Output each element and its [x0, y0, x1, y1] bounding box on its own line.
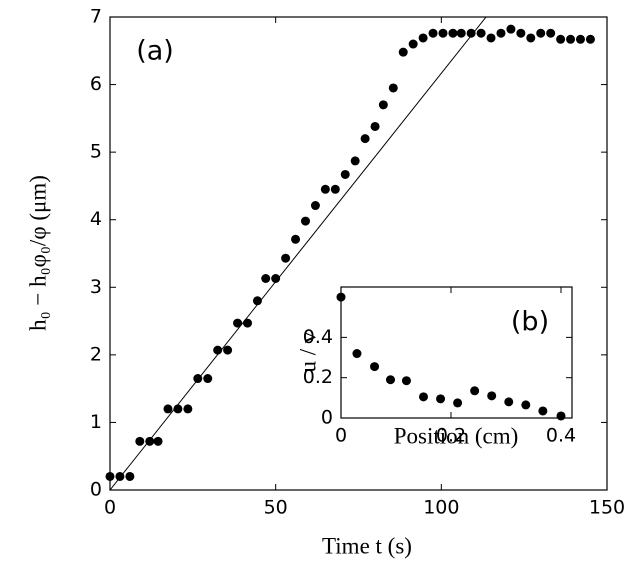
x-tick-label: 100 — [423, 497, 459, 519]
data-point — [378, 100, 388, 110]
data-point — [496, 28, 506, 38]
data-point — [291, 234, 301, 244]
y-tick-label: 0.4 — [303, 326, 333, 348]
data-point — [352, 349, 362, 359]
y-tick-label: 5 — [90, 141, 102, 163]
axes-frame — [340, 286, 573, 419]
data-point — [470, 386, 480, 396]
data-point — [243, 318, 253, 328]
data-point — [556, 411, 566, 421]
data-point — [386, 375, 395, 385]
data-point — [516, 28, 526, 38]
data-point — [350, 156, 360, 166]
plot-area — [110, 17, 607, 490]
x-axis-label: Position (cm) — [394, 423, 519, 448]
data-point — [281, 253, 291, 263]
data-point — [360, 134, 370, 144]
data-point — [526, 33, 536, 43]
data-point — [203, 374, 213, 384]
data-point — [506, 24, 516, 34]
fit-line — [110, 17, 487, 490]
data-point — [401, 376, 411, 386]
data-point — [370, 121, 380, 131]
data-point — [456, 28, 466, 38]
data-point — [566, 34, 576, 44]
data-point — [330, 184, 340, 194]
x-tick-label: 0 — [104, 497, 116, 519]
data-point — [340, 169, 350, 179]
data-point — [388, 83, 398, 93]
data-point — [436, 394, 446, 404]
data-point — [183, 404, 193, 414]
data-point — [408, 39, 418, 49]
y-tick-label: 7 — [90, 6, 102, 28]
data-point — [521, 400, 531, 410]
x-tick-label: 0 — [335, 425, 347, 447]
data-point — [261, 274, 271, 284]
data-point — [476, 28, 486, 38]
data-point — [310, 201, 320, 211]
data-point — [538, 406, 548, 416]
y-tick-label: 2 — [90, 343, 102, 365]
y-tick-label: 0.2 — [303, 366, 333, 388]
data-point — [125, 471, 135, 481]
x-axis-label: Time t (s) — [322, 533, 412, 558]
data-point — [418, 33, 428, 43]
data-point — [428, 28, 438, 38]
x-tick-label: 0.4 — [546, 425, 576, 447]
y-tick-label: 3 — [90, 276, 102, 298]
data-point — [233, 318, 243, 328]
data-point — [153, 436, 163, 446]
data-point — [575, 34, 585, 44]
data-point — [487, 391, 497, 401]
data-point — [252, 296, 262, 306]
data-point — [300, 216, 310, 226]
y-tick-label: 6 — [90, 73, 102, 95]
y-tick-label: 0 — [90, 479, 102, 501]
y-tick-label: 0 — [321, 407, 333, 429]
data-point — [504, 397, 514, 407]
data-point — [370, 362, 380, 372]
data-point — [271, 274, 281, 284]
x-tick-label: 150 — [589, 497, 625, 519]
data-point — [419, 392, 428, 402]
y-tick-label: 1 — [90, 411, 102, 433]
data-point — [585, 34, 595, 44]
x-tick-label: 50 — [264, 497, 288, 519]
data-point — [546, 28, 556, 38]
axes-frame — [109, 16, 608, 491]
data-point — [486, 33, 496, 43]
data-point — [135, 436, 145, 446]
annotation: (a) — [136, 36, 174, 67]
data-point — [320, 184, 330, 194]
data-point — [466, 28, 476, 38]
data-point — [223, 345, 233, 355]
data-point — [448, 28, 458, 38]
y-axis-label: u / v — [295, 331, 320, 372]
annotation: (b) — [511, 307, 549, 338]
x-tick-label: 0.2 — [436, 425, 466, 447]
y-axis-label: h₀ − h₀φ₀/φ (μm) — [25, 175, 50, 331]
data-point — [398, 47, 408, 57]
data-point — [556, 34, 566, 44]
data-point — [163, 404, 173, 414]
data-point — [453, 398, 463, 408]
plot-area — [341, 287, 572, 418]
y-tick-label: 4 — [90, 208, 102, 230]
data-point — [438, 28, 448, 38]
data-point — [536, 28, 546, 38]
